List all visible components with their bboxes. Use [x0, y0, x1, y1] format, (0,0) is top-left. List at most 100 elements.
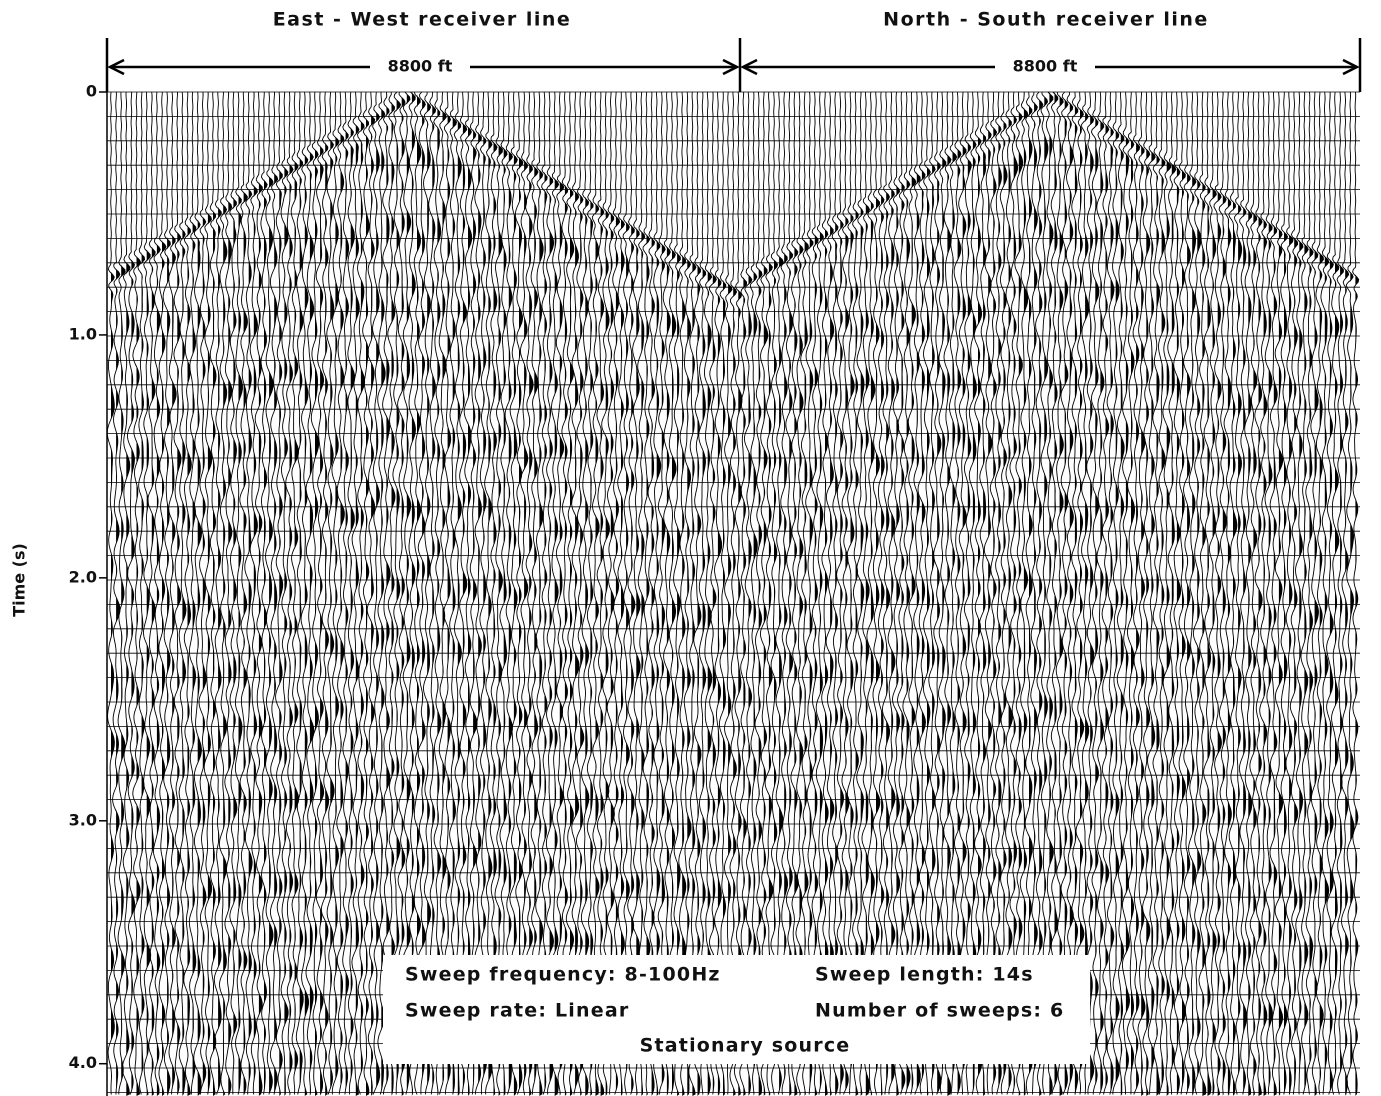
trace — [1259, 91, 1268, 1095]
trace — [1305, 91, 1314, 1095]
trace — [1289, 91, 1299, 1095]
trace — [1300, 91, 1309, 1095]
trace-fill — [141, 92, 145, 1096]
trace-fill — [748, 92, 753, 1096]
trace-fill — [570, 92, 574, 1096]
trace — [342, 91, 350, 1095]
annotation: Sweep length: 14s — [815, 964, 1034, 986]
trace — [943, 91, 952, 1095]
trace — [265, 91, 274, 1095]
trace — [1228, 91, 1238, 1095]
trace — [504, 91, 514, 1095]
trace — [1295, 91, 1304, 1095]
trace-fill — [151, 92, 156, 1096]
trace-fill — [921, 92, 926, 1096]
trace — [856, 92, 865, 1095]
trace-fill — [962, 92, 967, 1096]
trace — [280, 91, 289, 1095]
trace — [213, 92, 222, 1095]
trace — [469, 91, 478, 1095]
trace — [759, 91, 769, 1095]
span-label: 8800 ft — [388, 57, 453, 76]
trace — [1065, 91, 1074, 1095]
trace — [402, 91, 412, 1095]
trace — [479, 92, 487, 1095]
trace-fill — [554, 92, 559, 1096]
trace-fill — [284, 92, 289, 1096]
trace — [1137, 92, 1146, 1095]
trace — [1315, 91, 1324, 1095]
y-axis-label: Time (s) — [10, 543, 29, 617]
trace — [1264, 91, 1273, 1095]
trace-fill — [911, 92, 916, 1096]
trace-fill — [1176, 92, 1181, 1096]
trace-fill — [932, 92, 936, 1096]
trace — [922, 91, 931, 1095]
trace — [836, 92, 844, 1095]
trace — [127, 91, 136, 1095]
trace — [106, 91, 115, 1095]
trace — [494, 91, 503, 1095]
trace-fill — [442, 92, 447, 1096]
trace — [1040, 91, 1049, 1095]
trace-fill — [126, 92, 130, 1096]
trace — [1080, 91, 1090, 1095]
trace — [1274, 91, 1284, 1095]
trace-fill — [906, 92, 911, 1096]
trace — [310, 91, 320, 1095]
trace — [1045, 91, 1054, 1095]
trace-fill — [417, 92, 421, 1096]
trace-fill — [1273, 92, 1278, 1096]
trace — [1035, 91, 1044, 1095]
trace-fill — [661, 92, 666, 1096]
trace — [1071, 91, 1079, 1095]
trace — [1330, 91, 1340, 1095]
trace — [612, 91, 621, 1095]
trace — [775, 92, 784, 1095]
trace — [764, 91, 774, 1095]
trace — [520, 91, 529, 1095]
trace — [852, 91, 859, 1095]
trace-fill — [427, 92, 431, 1096]
trace — [877, 91, 886, 1095]
trace-fill — [457, 92, 462, 1096]
trace — [1188, 91, 1197, 1095]
trace — [1326, 91, 1334, 1095]
trace — [290, 91, 300, 1095]
trace — [530, 92, 539, 1095]
trace — [1019, 92, 1029, 1095]
trace — [183, 91, 192, 1095]
trace — [147, 91, 156, 1095]
trace — [846, 91, 855, 1095]
trace-fill — [1161, 92, 1166, 1096]
trace — [938, 91, 947, 1095]
trace — [1152, 91, 1161, 1095]
trace-fill — [473, 92, 477, 1096]
trace — [387, 91, 396, 1095]
trace — [1223, 92, 1232, 1095]
y-tick-label: 2.0 — [69, 567, 97, 586]
trace-fill — [585, 92, 589, 1096]
trace-fill — [814, 92, 819, 1096]
trace — [1172, 91, 1182, 1095]
trace — [606, 91, 615, 1095]
trace — [326, 91, 335, 1095]
span-label: 8800 ft — [1013, 57, 1078, 76]
trace — [841, 91, 850, 1095]
trace — [112, 91, 121, 1095]
trace — [269, 92, 279, 1095]
trace-fill — [503, 92, 508, 1096]
trace-fill — [315, 92, 319, 1096]
trace-fill — [253, 92, 258, 1096]
trace — [474, 91, 482, 1095]
trace-fill — [1105, 92, 1109, 1096]
trace — [514, 92, 524, 1095]
trace — [315, 91, 325, 1095]
trace — [729, 91, 738, 1095]
trace-fill — [615, 92, 620, 1096]
trace — [1014, 91, 1024, 1095]
trace — [815, 91, 825, 1095]
trace — [1030, 91, 1039, 1095]
trace — [443, 91, 452, 1095]
